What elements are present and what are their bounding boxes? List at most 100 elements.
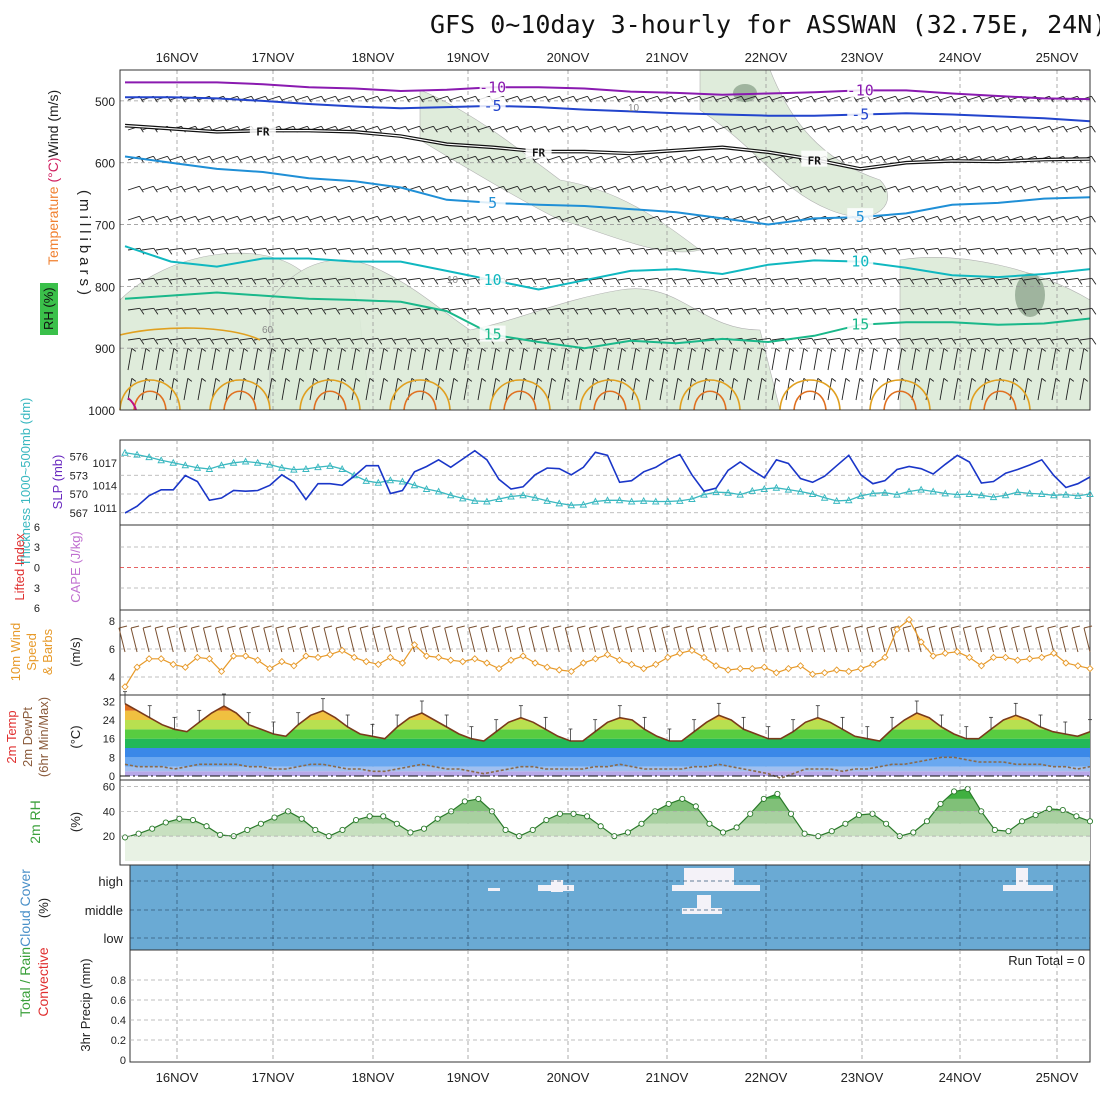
wind-barb-flag [629,186,634,193]
wind-barb [1009,125,1022,131]
wind-barb [869,155,882,161]
wind-barb [519,247,532,251]
wind-barb [575,247,588,251]
wind-barb [841,337,854,341]
wind-speed-point [881,653,889,662]
wind-barb-10m [721,627,729,653]
wind-barb-flag [383,377,389,382]
isotherm-label: -5 [484,97,502,115]
wind-barb [519,277,532,281]
temp-band [125,720,1090,730]
wind-barb [645,125,658,131]
wind-barb-flag [419,96,424,103]
wind-barb-flag [195,308,201,315]
rh-2m-point [951,788,958,795]
wind-barb [673,277,686,281]
isotherm-label-bg [847,208,874,225]
rh-2m-point [801,830,808,837]
wind-barb-flag [363,156,368,163]
wind-barb [869,307,882,311]
wind-barb [785,95,798,101]
wind-barb-flag [335,338,341,345]
rh-2m-point [502,826,509,834]
wind-barb-flag [503,308,509,315]
wind-barb [995,307,1008,311]
day-label-bottom: 18NOV [352,1070,395,1085]
wind-barb-10m [697,627,705,653]
temp-tick: 24 [103,715,115,727]
wind-barb-flag [853,278,859,285]
wind-barb [211,215,224,221]
warm-contour [969,379,1031,411]
wind-barb [785,215,798,221]
wind-barb-flag [783,308,789,315]
rh-2m-point [883,820,890,827]
wind-barb [897,185,910,191]
wind-barb [589,247,602,251]
wind-barb-flag [489,126,494,133]
rh-2m-point [217,831,224,838]
wind-barb [323,185,336,191]
wind-barb [855,247,868,251]
wind-barb-flag [741,126,746,133]
wind-barb [883,185,896,191]
wind-barb [883,125,896,131]
wind-barb-flag [733,347,739,352]
wind-barb-10m [987,627,994,653]
wind-speed-point [169,660,177,669]
wind-barb [435,348,441,371]
wind-barb [687,378,693,401]
wind-barb [645,155,658,161]
wind-speed-point [254,656,262,664]
wind-barb-flag [691,377,697,382]
day-label-top: 17NOV [252,50,295,65]
wind-barb [309,95,322,101]
wind-barb-flag [517,156,522,163]
thickness-point [736,490,744,498]
wind-barb-10m [1011,627,1019,653]
wind-barb-10m-flag [323,625,333,629]
wind-barb [505,277,518,281]
wind-barb-flag [321,96,326,103]
wind-barb [1009,337,1022,341]
wind-barb [407,277,420,281]
wind-barb [897,277,910,281]
wind-barb [603,277,616,281]
wind-barb [673,215,686,221]
wind-barb-flag [285,347,291,352]
wind-barb-10m-flag [311,625,321,629]
wind-barb-flag [881,216,886,223]
wind-barb-flag [335,248,341,255]
panel-frame [129,949,1091,1063]
wind-barb [981,125,994,131]
wind-barb [911,95,924,101]
wind-barb [897,378,903,401]
wind-barb-flag [265,278,271,285]
wind-barb [533,307,546,311]
wind-barb-flag [405,156,410,163]
temp-band [125,710,1090,720]
wind-speed-point [507,656,515,664]
warm-contour [119,327,261,341]
wind-barb [239,155,252,161]
wind-barb-flag [201,347,207,352]
wind-barb-flag [1007,338,1013,345]
wind-barb [939,277,952,281]
wind-barb [939,185,952,191]
wind-barb-10m-flag [384,625,393,629]
wind-barb-flag [251,216,256,223]
wind-barb-flag [461,186,466,193]
wind-barb-10m-flag [1023,625,1032,629]
wind-barb [463,307,476,311]
wind-barb-flag [363,278,369,285]
wind-barb-10m-flag [722,625,731,629]
wind-barb-flag [923,96,928,103]
temp-2m-line [124,703,1091,742]
wind-barb-flag [1021,126,1026,133]
wind-barb [645,337,658,341]
wind-barb-10m-flag [975,625,984,629]
wind-barb [827,378,833,401]
wind-barb-10m-flag [468,625,477,629]
wind-barb-flag [923,308,929,315]
wind-barb [267,348,273,371]
